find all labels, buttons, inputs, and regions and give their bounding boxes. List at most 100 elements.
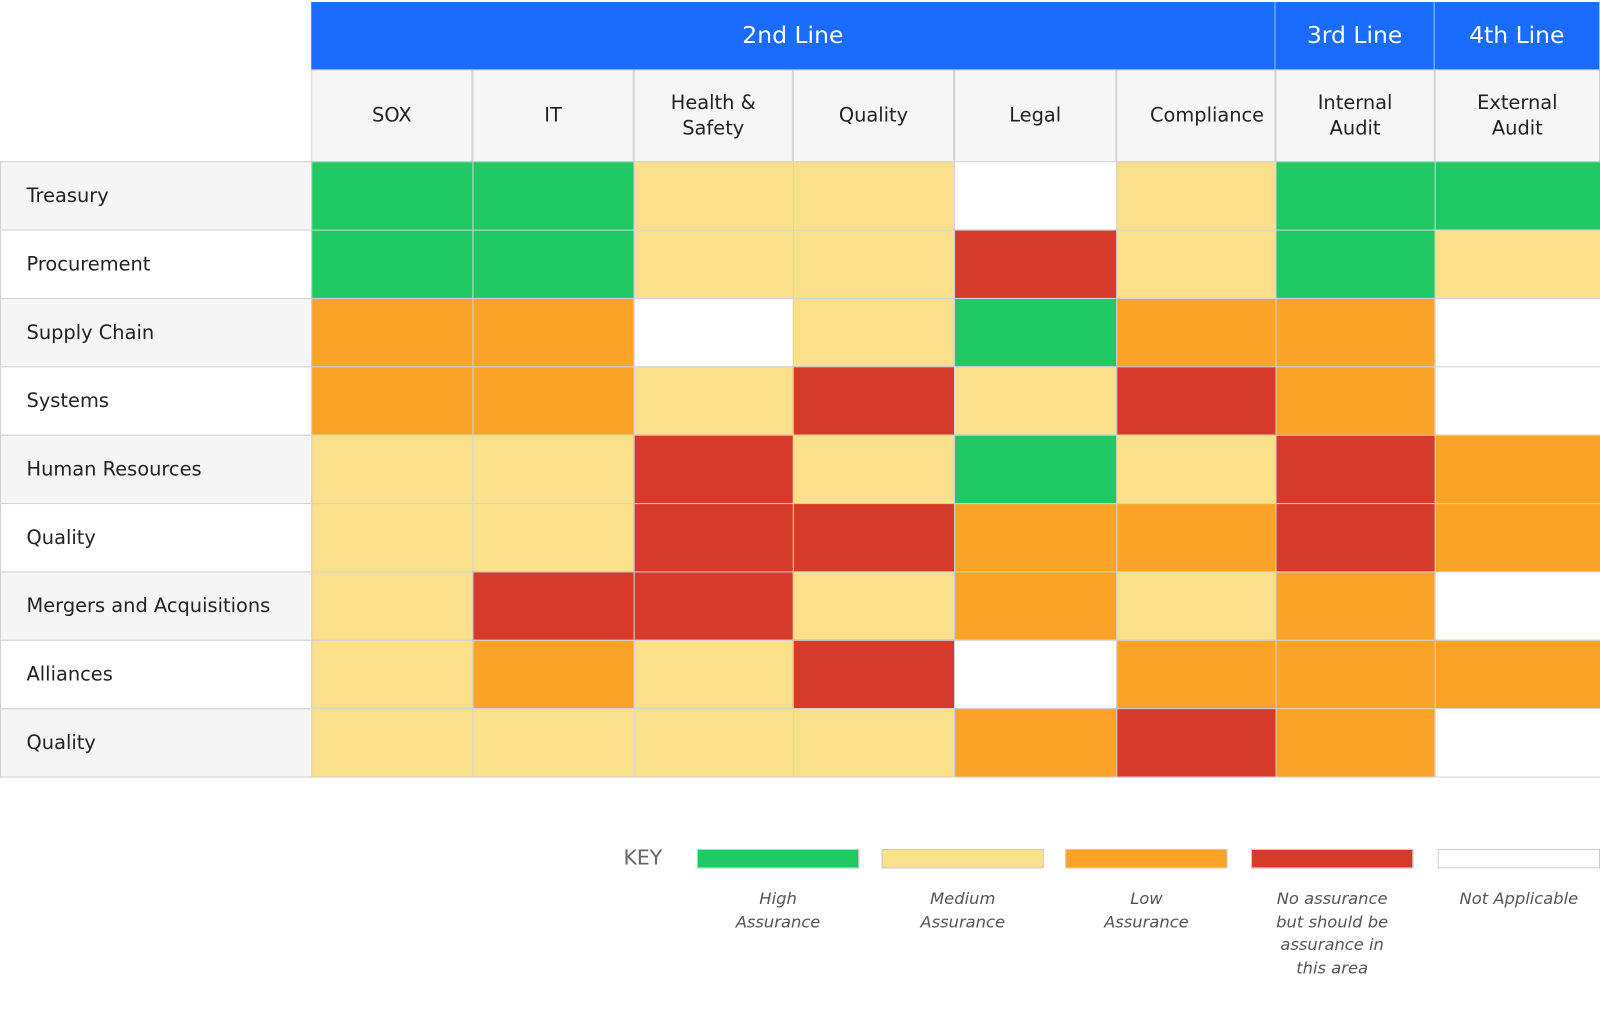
assurance-cell <box>633 571 794 641</box>
column-header: IT <box>472 69 634 163</box>
assurance-cell <box>1116 161 1277 231</box>
row-label: Mergers and Acquisitions <box>0 571 313 641</box>
assurance-cell <box>1116 503 1277 573</box>
assurance-cell <box>1116 297 1277 368</box>
assurance-cell <box>1116 229 1277 299</box>
column-header: Legal <box>954 69 1117 163</box>
assurance-cell <box>1116 366 1277 436</box>
assurance-cell <box>1116 708 1277 778</box>
assurance-cell <box>792 639 956 710</box>
assurance-cell <box>311 708 474 778</box>
assurance-cell <box>792 503 956 573</box>
assurance-cell <box>472 366 635 436</box>
key-label: No assurance but should be assurance in … <box>1231 888 1434 990</box>
assurance-cell <box>954 229 1118 299</box>
assurance-cell <box>1275 434 1436 505</box>
assurance-cell <box>311 503 474 573</box>
column-header: Quality <box>792 69 955 163</box>
assurance-cell <box>633 434 794 505</box>
assurance-cell <box>1116 571 1277 641</box>
column-header-text: Compliance <box>1149 104 1265 127</box>
assurance-cell <box>954 571 1118 641</box>
assurance-cell <box>792 571 956 641</box>
row-label: Supply Chain <box>0 297 313 368</box>
key-label: Not Applicable <box>1417 888 1600 990</box>
column-header: Internal Audit <box>1275 69 1435 163</box>
assurance-cell <box>954 708 1118 778</box>
key-label-text: Medium Assurance <box>920 888 1006 932</box>
row-label: Systems <box>0 366 313 436</box>
assurance-cell <box>1275 297 1436 368</box>
assurance-cell <box>1434 639 1600 710</box>
assurance-cell <box>954 297 1118 368</box>
column-header-text: Legal <box>1009 104 1062 127</box>
key-swatch <box>881 848 1044 869</box>
assurance-cell <box>633 161 794 231</box>
assurance-cell <box>792 366 956 436</box>
row-label: Treasury <box>0 161 313 231</box>
assurance-cell <box>1275 571 1436 641</box>
assurance-cell <box>633 639 794 710</box>
column-header-text: Quality <box>838 104 909 127</box>
assurance-cell <box>1275 503 1436 573</box>
column-header-text: IT <box>544 104 562 127</box>
assurance-cell <box>472 639 635 710</box>
assurance-cell <box>311 571 474 641</box>
column-header-text: External Audit <box>1477 91 1558 140</box>
assurance-cell <box>792 161 956 231</box>
key-swatch <box>1065 848 1228 869</box>
key-label: Low Assurance <box>1045 888 1248 990</box>
assurance-cell <box>1275 708 1436 778</box>
assurance-cell <box>1434 161 1600 231</box>
column-header-text: SOX <box>372 104 412 127</box>
assurance-cell <box>472 297 635 368</box>
assurance-cell <box>1275 639 1436 710</box>
assurance-cell <box>1275 229 1436 299</box>
key-label: High Assurance <box>677 888 880 990</box>
row-label: Quality <box>0 708 313 778</box>
assurance-cell <box>1434 503 1600 573</box>
assurance-cell <box>954 503 1118 573</box>
column-header: External Audit <box>1434 69 1600 163</box>
assurance-cell <box>472 503 635 573</box>
group-header: 3rd Line <box>1275 2 1435 70</box>
assurance-cell <box>792 229 956 299</box>
key-label-text: Not Applicable <box>1459 888 1579 909</box>
assurance-cell <box>472 229 635 299</box>
column-header: SOX <box>311 69 473 163</box>
assurance-cell <box>311 434 474 505</box>
assurance-cell <box>1434 708 1600 778</box>
key-label: Medium Assurance <box>861 888 1064 990</box>
assurance-cell <box>472 571 635 641</box>
key-swatch <box>1437 848 1600 869</box>
key-label-text: Low Assurance <box>1104 888 1189 932</box>
assurance-cell <box>792 297 956 368</box>
assurance-cell <box>1434 434 1600 505</box>
key-title: KEY <box>623 844 663 870</box>
row-label: Quality <box>0 503 313 573</box>
assurance-cell <box>1434 366 1600 436</box>
assurance-cell <box>633 229 794 299</box>
assurance-cell <box>311 297 474 368</box>
assurance-cell <box>472 161 635 231</box>
key-label-text: No assurance but should be assurance in … <box>1276 888 1389 978</box>
assurance-cell <box>472 708 635 778</box>
assurance-cell <box>1275 161 1436 231</box>
column-header: Compliance <box>1116 69 1276 163</box>
assurance-cell <box>633 503 794 573</box>
assurance-cell <box>311 639 474 710</box>
column-header-text: Internal Audit <box>1317 91 1393 140</box>
assurance-cell <box>1275 366 1436 436</box>
assurance-cell <box>311 229 474 299</box>
row-label: Alliances <box>0 639 313 710</box>
assurance-cell <box>1434 229 1600 299</box>
assurance-cell <box>954 639 1118 710</box>
assurance-cell <box>633 297 794 368</box>
assurance-cell <box>792 708 956 778</box>
key-label-text: High Assurance <box>735 888 821 932</box>
assurance-cell <box>1434 571 1600 641</box>
assurance-cell <box>954 434 1118 505</box>
assurance-cell <box>954 366 1118 436</box>
group-header: 4th Line <box>1434 2 1600 70</box>
